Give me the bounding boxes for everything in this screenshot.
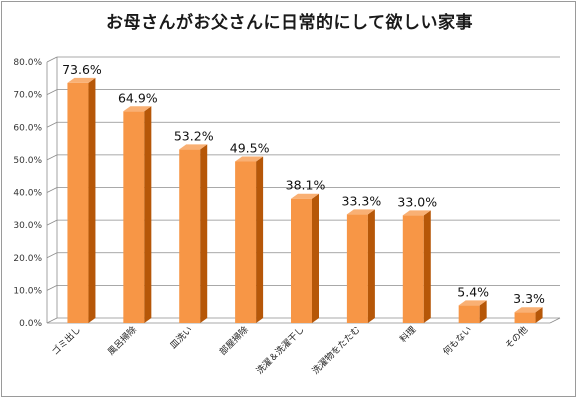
bar-side xyxy=(200,144,208,323)
gridline-side xyxy=(46,219,58,226)
bar-front xyxy=(179,149,201,323)
bar xyxy=(291,193,319,323)
y-axis-ticks: 0.0% 10.0% 20.0% 30.0% 40.0% 50.0% 60.0% 70.0% 8… xyxy=(13,58,42,329)
y-tick-label: 10.0% xyxy=(13,286,42,296)
gridline-side xyxy=(46,252,58,259)
bar-top xyxy=(67,77,96,83)
y-tick-label: 80.0% xyxy=(13,58,42,68)
bar-side xyxy=(535,307,543,323)
bar-side xyxy=(423,210,431,323)
x-tick-label: 皿洗い xyxy=(167,324,195,352)
bar-front xyxy=(67,82,89,323)
x-tick-label: 洗濯物をたたむ xyxy=(309,324,362,377)
bar xyxy=(123,106,152,323)
bar xyxy=(458,300,487,323)
y-tick-label: 20.0% xyxy=(13,254,42,264)
bar-side xyxy=(367,209,375,323)
x-tick-label: 料理 xyxy=(397,324,418,345)
gridline-side xyxy=(46,317,58,324)
gridline-side xyxy=(46,89,58,95)
floor-edge xyxy=(549,317,561,324)
gridline-side xyxy=(46,121,58,128)
data-label: 33.3% xyxy=(342,193,382,208)
bar-front xyxy=(402,215,424,323)
gridline-side xyxy=(46,285,58,291)
gridline-side xyxy=(46,56,58,63)
y-tick-label: 0.0% xyxy=(19,319,42,329)
bar-front xyxy=(235,161,257,323)
bar-side xyxy=(88,77,96,323)
bar-front xyxy=(291,198,312,323)
x-tick-label: 部屋掃除 xyxy=(217,324,251,358)
bar-side xyxy=(144,106,152,323)
bar-front xyxy=(458,305,480,323)
bar-front xyxy=(123,111,145,323)
y-tick-label: 50.0% xyxy=(13,156,42,166)
bar-side xyxy=(479,300,487,323)
gridline-side xyxy=(46,187,58,193)
x-tick-label: ゴミ出し xyxy=(49,324,83,358)
x-tick-label: 風呂掃除 xyxy=(105,324,139,358)
bar-side xyxy=(256,156,264,323)
x-axis-labels: ゴミ出し 風呂掃除 皿洗い 部屋掃除 洗濯＆洗濯干し 洗濯物をたたむ 料理 何もない その他 xyxy=(49,324,530,377)
bars xyxy=(67,77,543,323)
bar xyxy=(235,156,264,323)
data-label: 33.0% xyxy=(397,194,437,209)
data-label: 53.2% xyxy=(174,128,214,143)
x-tick-label: 洗濯＆洗濯干し xyxy=(254,324,307,377)
y-tick-label: 30.0% xyxy=(13,221,42,231)
bar-top xyxy=(458,300,487,306)
bar-top xyxy=(235,156,264,162)
gridline-side xyxy=(46,154,58,161)
y-tick-label: 60.0% xyxy=(13,123,42,133)
data-label: 73.6% xyxy=(62,62,102,77)
bar-top xyxy=(514,307,543,313)
bar-front xyxy=(346,214,368,323)
bar xyxy=(179,144,208,323)
data-label: 38.1% xyxy=(286,178,326,193)
bar-top xyxy=(179,144,208,150)
data-label: 64.9% xyxy=(118,90,158,105)
data-label: 49.5% xyxy=(230,141,270,156)
bar xyxy=(514,307,543,323)
bar-side xyxy=(312,193,319,323)
bar xyxy=(402,210,431,323)
y-tick-label: 40.0% xyxy=(13,189,42,199)
data-labels: 73.6% 64.9% 53.2% 49.5% 38.1% 33.3% 33.0% 5.4% 3… xyxy=(62,62,545,306)
bar-top xyxy=(402,210,431,216)
bar xyxy=(67,77,96,323)
x-tick-label: 何もない xyxy=(440,324,474,358)
bar-front xyxy=(514,312,536,323)
bar-top xyxy=(346,209,375,215)
y-tick-label: 70.0% xyxy=(13,91,42,101)
x-tick-label: その他 xyxy=(503,324,531,352)
data-label: 5.4% xyxy=(457,284,489,299)
bar xyxy=(346,209,375,323)
chart-title: お母さんがお父さんに日常的にして欲しい家事 xyxy=(106,13,473,33)
bar-top xyxy=(123,106,152,112)
data-label: 3.3% xyxy=(513,291,545,306)
bar-top xyxy=(291,193,319,199)
